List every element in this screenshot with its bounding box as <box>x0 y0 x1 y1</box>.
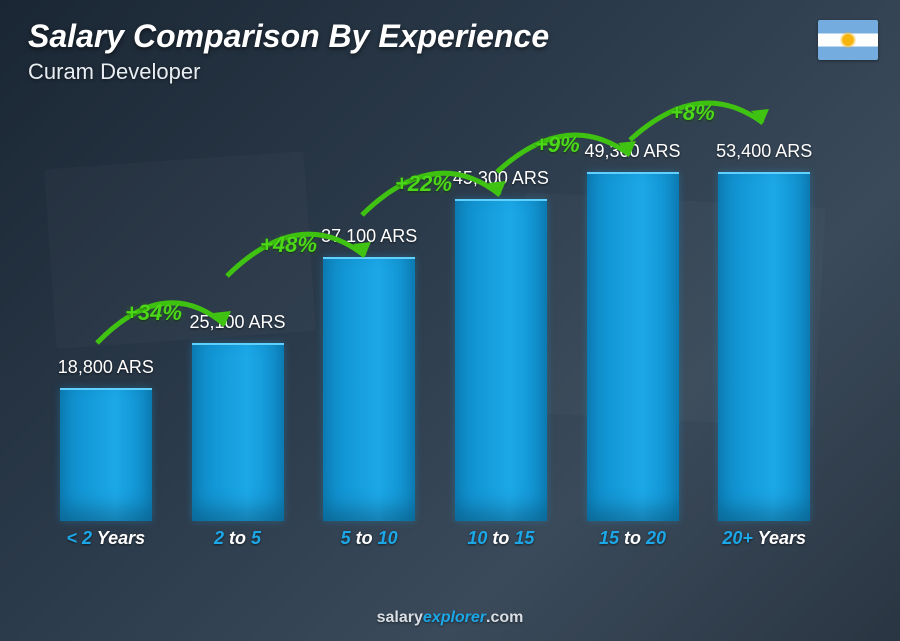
footer-attribution: salaryexplorer.com <box>0 609 900 627</box>
footer-suffix: .com <box>486 609 523 626</box>
bar-x-label: < 2 Years <box>40 528 172 549</box>
bar <box>587 172 679 521</box>
infographic-canvas: Salary Comparison By Experience Curam De… <box>0 0 900 641</box>
chart-subtitle: Curam Developer <box>28 59 820 85</box>
bar <box>60 388 152 521</box>
bar-slot-2: 37,100 ARS 5 to 10 <box>303 141 435 521</box>
flag-sun-icon <box>842 34 854 46</box>
bar-x-label: 5 to 10 <box>303 528 435 549</box>
pct-badge: +8% <box>670 100 715 126</box>
bar-x-label: 15 to 20 <box>567 528 699 549</box>
header: Salary Comparison By Experience Curam De… <box>28 18 820 85</box>
flag-argentina <box>818 20 878 60</box>
bar-value-label: 37,100 ARS <box>321 226 417 247</box>
bar <box>455 199 547 521</box>
bar-value-label: 45,300 ARS <box>453 168 549 189</box>
bar-x-label: 20+ Years <box>698 528 830 549</box>
bar <box>718 172 810 521</box>
footer-domain: explorer <box>423 609 486 626</box>
bar <box>192 343 284 521</box>
bar-value-label: 25,100 ARS <box>189 312 285 333</box>
bar <box>323 257 415 521</box>
chart-area: 18,800 ARS < 2 Years 25,100 ARS 2 to 5 3… <box>40 110 830 551</box>
bar-slot-5: 53,400 ARS 20+ Years <box>698 141 830 521</box>
bar-slot-1: 25,100 ARS 2 to 5 <box>172 141 304 521</box>
bar-value-label: 18,800 ARS <box>58 357 154 378</box>
bar-value-label: 49,300 ARS <box>584 141 680 162</box>
bars-row: 18,800 ARS < 2 Years 25,100 ARS 2 to 5 3… <box>40 141 830 521</box>
bar-value-label: 53,400 ARS <box>716 141 812 162</box>
chart-title: Salary Comparison By Experience <box>28 18 820 55</box>
footer-prefix: salary <box>377 609 423 626</box>
bar-slot-3: 45,300 ARS 10 to 15 <box>435 141 567 521</box>
bar-x-label: 2 to 5 <box>172 528 304 549</box>
bar-x-label: 10 to 15 <box>435 528 567 549</box>
bar-slot-4: 49,300 ARS 15 to 20 <box>567 141 699 521</box>
bar-slot-0: 18,800 ARS < 2 Years <box>40 141 172 521</box>
